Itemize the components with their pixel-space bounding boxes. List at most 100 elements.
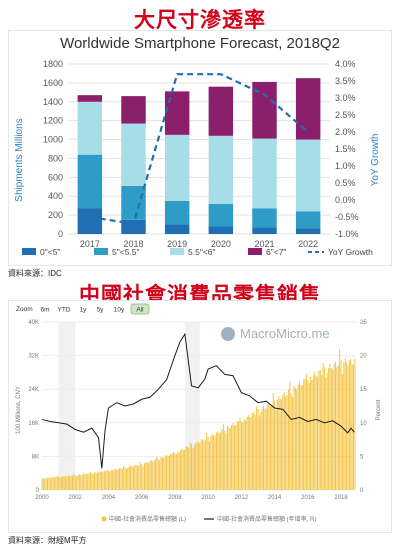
retail-bar <box>301 384 303 490</box>
legend-label: YoY Growth <box>328 247 373 257</box>
retail-bar <box>77 474 79 490</box>
retail-bar <box>107 470 109 490</box>
retail-bar <box>81 474 83 490</box>
retail-bar <box>120 468 122 490</box>
zoom-option-all-button[interactable] <box>130 303 150 315</box>
retail-bar <box>245 420 247 490</box>
retail-bar <box>211 433 213 490</box>
retail-sales-chart: Zoom 6m YTD 1y 5y 10y All 0 8K 16K 24K 32K 40K 0 5 10… <box>8 300 392 533</box>
retail-bar <box>145 462 147 490</box>
zoom-option-10y-button[interactable] <box>110 304 128 314</box>
retail-bar <box>247 414 249 490</box>
retail-bar <box>137 465 139 490</box>
chart1-y-tick: 400 <box>48 191 63 201</box>
retail-bar <box>119 468 121 490</box>
chart2-x-tick: 2018 <box>334 495 348 501</box>
retail-bar <box>218 433 220 490</box>
chart2-x-tick: 2012 <box>235 495 249 501</box>
retail-bar <box>84 473 86 490</box>
retail-bar <box>305 374 307 490</box>
chart1-y2-tick: 0.0% <box>335 195 356 205</box>
retail-bar <box>319 370 321 490</box>
bar-segment <box>77 101 103 155</box>
retail-bar <box>101 472 103 490</box>
retail-bar <box>231 424 233 490</box>
chart1-x-tick: 2018 <box>123 239 143 249</box>
retail-bar <box>178 452 180 490</box>
bar-segment <box>252 227 277 234</box>
retail-bar <box>78 474 80 490</box>
retail-bar <box>267 404 269 490</box>
retail-bar <box>63 475 65 490</box>
retail-bar <box>222 424 224 490</box>
retail-bar <box>236 421 238 490</box>
retail-bar <box>123 466 125 490</box>
zoom-option-label: YTD <box>58 307 71 314</box>
retail-bar <box>221 428 223 490</box>
retail-bar <box>307 379 309 490</box>
retail-bar <box>58 476 60 490</box>
retail-bar <box>202 439 204 490</box>
retail-bar <box>179 450 181 490</box>
retail-bar <box>191 443 193 490</box>
shaded-band <box>58 322 76 490</box>
retail-bar <box>293 385 295 490</box>
retail-bar <box>157 459 159 490</box>
bar-segment <box>252 208 277 228</box>
zoom-option-1y-button[interactable] <box>76 304 90 314</box>
retail-bar <box>153 460 155 490</box>
retail-bar <box>170 453 172 490</box>
retail-bar <box>312 375 314 490</box>
retail-bar <box>344 358 346 490</box>
retail-bar <box>168 455 170 490</box>
retail-bar <box>163 457 165 490</box>
bar-segment <box>121 123 146 186</box>
zoom-option-label: All <box>136 307 144 314</box>
retail-bar <box>94 472 96 490</box>
legend-label: 0"<5" <box>40 247 60 257</box>
smartphone-forecast-svg: Worldwide Smartphone Forecast, 2018Q2 0 2… <box>8 30 392 266</box>
retail-bar <box>332 369 334 490</box>
retail-bar <box>174 453 176 490</box>
retail-bar <box>337 365 339 490</box>
retail-bar <box>314 371 316 490</box>
retail-bar <box>213 435 215 490</box>
retail-bar <box>215 432 217 490</box>
retail-bar <box>142 466 144 490</box>
retail-bar <box>323 366 325 490</box>
retail-bar <box>228 427 230 490</box>
retail-bar <box>110 470 112 490</box>
retail-bar <box>95 472 97 490</box>
zoom-option-5y-button[interactable] <box>93 304 107 314</box>
retail-yoy-line <box>41 332 355 469</box>
retail-bar <box>242 422 244 490</box>
chart1-y2-tick: 3.5% <box>335 76 356 86</box>
retail-bar <box>67 475 69 490</box>
retail-bar <box>269 406 271 490</box>
retail-bar <box>181 448 183 490</box>
zoom-label: Zoom <box>16 306 33 313</box>
retail-bar <box>275 409 277 490</box>
legend-label: 6"<7" <box>266 247 286 257</box>
bar-segment <box>164 134 190 201</box>
retail-bar <box>300 385 302 490</box>
retail-bar <box>105 470 107 490</box>
retail-bar <box>294 387 296 490</box>
retail-bar <box>276 399 278 490</box>
chart2-x-tick: 2004 <box>102 495 116 501</box>
retail-bar <box>285 396 287 490</box>
retail-bar <box>274 401 276 490</box>
zoom-option-ytd-button[interactable] <box>55 304 73 314</box>
retail-bar <box>196 441 198 490</box>
chart2-y-tick: 32K <box>28 354 39 360</box>
retail-bar <box>264 408 266 490</box>
retail-bar <box>299 381 300 490</box>
chart2-y2-tick: 20 <box>360 354 367 360</box>
retail-bar <box>254 414 256 490</box>
retail-bar <box>117 469 119 490</box>
retail-bar <box>45 478 47 490</box>
chart2-x-tick: 2002 <box>69 495 83 501</box>
retail-bar <box>71 475 73 490</box>
zoom-option-6m-button[interactable] <box>38 304 52 314</box>
retail-bar <box>91 473 93 490</box>
